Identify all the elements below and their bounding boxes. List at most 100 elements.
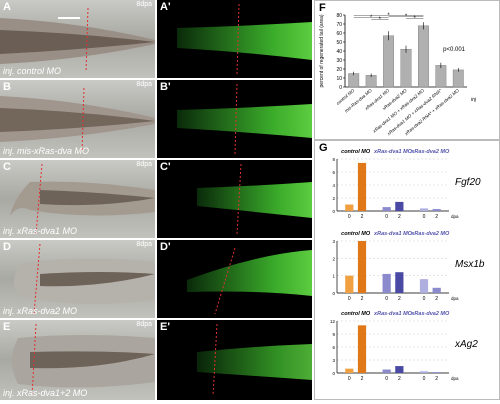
group-label: xRas-dva1 MO xyxy=(373,311,413,317)
bar xyxy=(452,69,464,88)
y-tick-label: 10 xyxy=(336,76,342,82)
group-label: xRas-dva2 MO xyxy=(410,231,450,237)
y-tick-label: 40 xyxy=(336,49,342,55)
x-tick-label: 2 xyxy=(398,214,401,220)
panel-caption: inj. xRas-dva1 MO xyxy=(3,226,78,236)
bar xyxy=(348,73,360,88)
bar xyxy=(395,272,404,293)
y-tick-label: 0 xyxy=(332,209,335,214)
photo-panel-e: E 8dpa inj. xRas-dva1+2 MO xyxy=(0,320,155,400)
y-tick-label: 60 xyxy=(336,31,342,37)
dpa-label: 8dpa xyxy=(136,241,152,248)
x-tick-label: 2 xyxy=(435,376,438,382)
x-axis-label: dpa xyxy=(451,296,459,301)
bar xyxy=(435,65,447,88)
bar xyxy=(432,372,441,373)
bar xyxy=(357,162,367,211)
x-tick-label: 0 xyxy=(385,214,388,220)
fluorescence-panel-b: B' xyxy=(157,80,312,158)
panel-label: E' xyxy=(160,321,170,333)
y-tick-label: 70 xyxy=(336,22,342,28)
tadpole-tail-image xyxy=(14,243,155,315)
dpa-label: 8dpa xyxy=(136,321,152,328)
panel-caption: inj. mis-xRas-dva MO xyxy=(3,146,90,156)
y-tick-label: 20 xyxy=(336,67,342,73)
y-tick-label: 80 xyxy=(336,13,342,19)
panel-caption: inj. xRas-dva1+2 MO xyxy=(3,388,88,398)
photo-panel-a: A 8dpa inj. control MO xyxy=(0,0,155,78)
y-tick-label: 0 xyxy=(332,371,335,376)
panel-caption: inj. xRas-dva2 MO xyxy=(3,306,78,316)
x-tick-label: 0 xyxy=(348,376,351,382)
group-label: control MO xyxy=(341,149,371,155)
x-tick-label: 0 xyxy=(423,296,426,302)
bar xyxy=(345,204,354,211)
y-tick-label: 9 xyxy=(332,332,335,337)
panel-caption: inj. control MO xyxy=(3,66,62,76)
x-tick-label: 0 xyxy=(348,214,351,220)
x-tick-label: 2 xyxy=(435,296,438,302)
photo-panel-b: B 8dpa inj. mis-xRas-dva MO xyxy=(0,80,155,158)
p-value-label: p<0.001 xyxy=(443,47,466,53)
significance-star: * xyxy=(387,13,390,19)
group-label: xRas-dva2 MO xyxy=(410,311,450,317)
panel-label: C xyxy=(3,161,11,173)
bar xyxy=(419,371,429,373)
bar xyxy=(383,35,395,88)
y-tick-label: 3 xyxy=(332,358,335,363)
dpa-label: 8dpa xyxy=(136,161,152,168)
panel-f-chart: F 0 10 20 30 40 50 60 70 80 percent of regenerate… xyxy=(314,0,500,140)
x-tick-label: 0 xyxy=(348,296,351,302)
bar xyxy=(432,209,441,211)
x-axis-label: dpa xyxy=(451,376,459,381)
panel-label: B xyxy=(3,81,11,93)
y-tick-label: 6 xyxy=(332,170,335,175)
bar xyxy=(419,208,429,211)
y-tick-label: 12 xyxy=(330,319,336,324)
x-tick-label: 0 xyxy=(385,376,388,382)
bar xyxy=(357,241,367,293)
gfp-tail-image xyxy=(187,247,312,315)
panel-label: E xyxy=(3,321,11,333)
fluorescence-panel-e: E' xyxy=(157,320,312,400)
tadpole-tail-image xyxy=(0,7,155,73)
group-label: control MO xyxy=(341,311,371,317)
panel-label: G xyxy=(319,142,328,154)
panel-label: B' xyxy=(160,81,171,93)
gfp-tail-image xyxy=(197,163,312,235)
x-tick-label: 0 xyxy=(423,214,426,220)
gene-label: xAg2 xyxy=(454,339,478,350)
y-axis-label: percent of regenerated tail (area) xyxy=(319,14,325,87)
y-tick-label: 50 xyxy=(336,40,342,46)
x-tick-label: 2 xyxy=(361,296,364,302)
significance-star: * xyxy=(414,16,417,22)
panel-g-chart: G 0 2 4 6 8 control MO xRas-dva1 MO xRas-dva2 M… xyxy=(314,140,500,400)
panel-label: C' xyxy=(160,161,171,173)
significance-star: * xyxy=(379,17,382,23)
x-tick-label: 2 xyxy=(435,214,438,220)
gene-label: Msx1b xyxy=(455,259,485,270)
fluorescence-panel-c: C' xyxy=(157,160,312,238)
bar xyxy=(382,273,391,293)
bar xyxy=(400,49,412,88)
y-tick-label: 1 xyxy=(332,274,335,279)
x-tick-label: 0 xyxy=(423,376,426,382)
bar-chart-regeneration: 0 10 20 30 40 50 60 70 80 percent of regenerated … xyxy=(319,13,477,137)
y-tick-label: 8 xyxy=(332,157,335,162)
fluorescence-panel-d: D' xyxy=(157,240,312,318)
panel-label: D' xyxy=(160,241,171,253)
y-tick-label: 4 xyxy=(332,183,335,188)
y-tick-label: 2 xyxy=(332,256,335,261)
x-tick-label: 2 xyxy=(398,296,401,302)
group-label: xRas-dva1 MO xyxy=(373,149,413,155)
bar xyxy=(345,368,354,373)
bar xyxy=(395,201,404,211)
tadpole-tail-image xyxy=(10,163,155,235)
y-tick-label: 2 xyxy=(332,196,335,201)
x-tick-label: 0 xyxy=(385,296,388,302)
panel-label: A xyxy=(3,1,11,13)
gfp-tail-image xyxy=(177,3,312,75)
bar xyxy=(382,207,391,211)
y-tick-label: 0 xyxy=(332,291,335,296)
